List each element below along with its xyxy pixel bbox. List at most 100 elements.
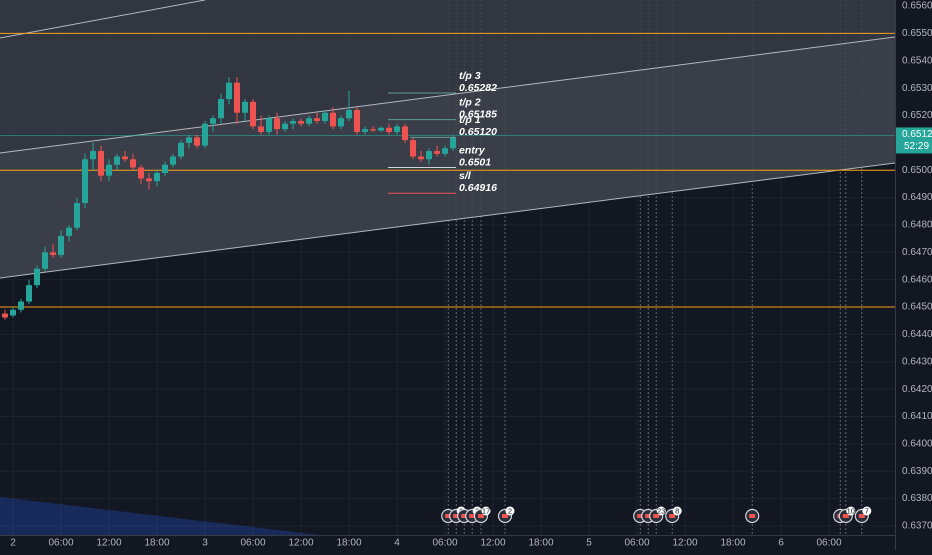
candle-body bbox=[50, 252, 56, 256]
x-tick-label: 3 bbox=[202, 538, 208, 549]
x-tick-label: 18:00 bbox=[720, 538, 745, 549]
candle-body bbox=[298, 120, 304, 124]
x-tick-label: 06:00 bbox=[240, 538, 265, 549]
event-flag bbox=[453, 514, 460, 518]
candle-body bbox=[114, 156, 120, 165]
event-flag bbox=[858, 514, 865, 518]
candle-body bbox=[346, 110, 352, 119]
candle-body bbox=[410, 140, 416, 157]
annotation-price: 0.65185 bbox=[459, 108, 497, 120]
candle-body bbox=[258, 126, 264, 132]
last-price-box bbox=[896, 127, 932, 154]
event-flag bbox=[645, 514, 652, 518]
annotation-label: t/p 2 bbox=[459, 96, 481, 108]
candle-body bbox=[306, 118, 312, 124]
annotation-label: t/p 3 bbox=[459, 70, 481, 82]
candle-body bbox=[434, 151, 440, 154]
shape bbox=[0, 497, 320, 535]
candle-body bbox=[34, 268, 40, 286]
x-tick-label: 6 bbox=[778, 538, 784, 549]
candle-body bbox=[354, 110, 360, 132]
candle-body bbox=[330, 112, 336, 127]
candle-body bbox=[418, 156, 424, 160]
event-flag bbox=[478, 514, 484, 518]
candle-body bbox=[314, 118, 320, 121]
channel-shade bbox=[0, 0, 895, 278]
candle-body bbox=[322, 112, 328, 121]
candle-body bbox=[122, 156, 128, 160]
candle-body bbox=[66, 227, 72, 236]
x-tick-label: 18:00 bbox=[144, 538, 169, 549]
event-flag bbox=[502, 514, 508, 518]
event-count: 8 bbox=[675, 506, 679, 515]
channel-band bbox=[0, 37, 895, 278]
y-tick-label: 0.65600 bbox=[902, 1, 932, 12]
event-flag bbox=[461, 514, 468, 518]
event-badge bbox=[672, 506, 682, 516]
candle-body bbox=[242, 101, 248, 113]
trend-line bbox=[0, 0, 206, 39]
x-tick-label: 12:00 bbox=[288, 538, 313, 549]
event-count: 10 bbox=[847, 506, 855, 515]
candle-body bbox=[130, 159, 136, 168]
event-badge bbox=[846, 506, 856, 516]
countdown: 52:29 bbox=[904, 141, 929, 152]
candle-body bbox=[274, 118, 280, 130]
event-flag bbox=[842, 514, 849, 518]
candle-body bbox=[394, 126, 400, 132]
annotation-label: entry bbox=[459, 144, 486, 156]
candle-body bbox=[250, 101, 256, 127]
event-flag bbox=[637, 514, 644, 518]
candle-body bbox=[42, 252, 48, 269]
candle-body bbox=[450, 137, 456, 149]
annotation-price: 0.65120 bbox=[459, 126, 497, 138]
x-tick-label: 12:00 bbox=[96, 538, 121, 549]
x-tick-label: 4 bbox=[394, 538, 400, 549]
annotation-label: t/p 1 bbox=[459, 114, 481, 126]
candle-body bbox=[170, 156, 176, 165]
x-tick-label: 12:00 bbox=[672, 538, 697, 549]
channel-upper bbox=[0, 36, 896, 154]
candle-body bbox=[202, 123, 208, 146]
x-tick-label: 18:00 bbox=[528, 538, 553, 549]
annotation-price: 0.65282 bbox=[459, 82, 497, 94]
event-count: 17 bbox=[482, 506, 490, 515]
candle-body bbox=[426, 151, 432, 160]
candle-body bbox=[178, 142, 184, 157]
event-badge bbox=[656, 506, 666, 516]
last-price-label: 0.65127 bbox=[902, 129, 932, 140]
candle-body bbox=[154, 172, 160, 182]
candle-body bbox=[218, 99, 224, 119]
candle-body bbox=[234, 82, 240, 113]
candle-body bbox=[90, 151, 96, 160]
x-tick-label: 5 bbox=[586, 538, 592, 549]
event-flag bbox=[653, 514, 660, 518]
candle-body bbox=[58, 235, 64, 256]
candle-body bbox=[138, 167, 144, 179]
event-flag bbox=[469, 514, 476, 518]
event-badge bbox=[505, 506, 515, 516]
candle-body bbox=[362, 129, 368, 132]
x-tick-label: 2 bbox=[10, 538, 16, 549]
x-tick-label: 06:00 bbox=[816, 538, 841, 549]
annotation-label: s/l bbox=[459, 170, 472, 182]
candle-body bbox=[370, 129, 376, 131]
event-count: 23 bbox=[657, 506, 665, 515]
candle-body bbox=[74, 203, 80, 228]
candle-body bbox=[2, 313, 8, 318]
candle-body bbox=[146, 178, 152, 182]
candle-body bbox=[442, 148, 448, 154]
candle-body bbox=[338, 118, 344, 127]
